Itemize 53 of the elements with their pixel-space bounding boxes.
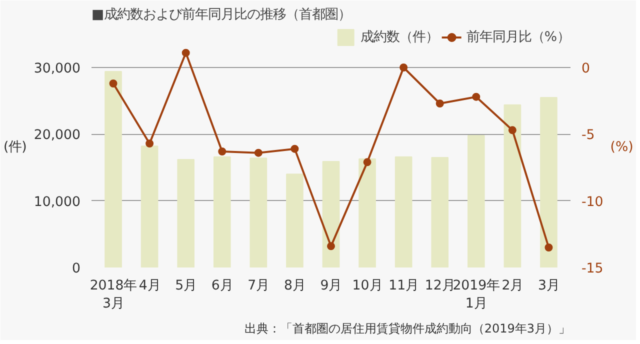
point — [218, 148, 226, 156]
point — [436, 100, 444, 108]
bar — [322, 161, 340, 268]
bar — [467, 135, 485, 268]
x-tick-label: 12月 — [424, 278, 455, 294]
y2-tick-label: -5 — [582, 128, 595, 144]
legend-label: 成約数（件） — [360, 29, 438, 46]
y-tick-label: 0 — [72, 262, 81, 276]
x-tick-label: 2018年 3月 — [90, 278, 137, 312]
bar — [394, 156, 412, 268]
x-tick-label: 4月 — [138, 278, 160, 294]
point — [182, 48, 190, 57]
chart-title: ■成約数および前年同月比の推移（首都圏） — [92, 8, 352, 22]
x-tick-label: 10月 — [352, 278, 382, 294]
point — [146, 140, 154, 148]
bar — [140, 146, 158, 268]
x-tick-label: 8月 — [284, 278, 306, 294]
x-tick-label: 11月 — [388, 278, 419, 294]
bar — [213, 156, 231, 268]
y2-axis-title: (%) — [610, 140, 634, 155]
y2-tick-label: 0 — [582, 62, 590, 76]
legend-label: 前年同月比（%） — [466, 29, 570, 46]
point — [472, 92, 480, 101]
y2-tick-label: -10 — [582, 194, 604, 210]
bar — [540, 97, 558, 268]
point — [544, 244, 553, 252]
x-tick-label: 6月 — [211, 278, 233, 294]
x-tick-label: 2019年 1月 — [452, 278, 500, 312]
bar — [286, 174, 304, 268]
bar — [104, 71, 122, 268]
point — [400, 64, 408, 72]
point — [508, 126, 516, 134]
x-tick-label: 2月 — [502, 278, 524, 294]
point — [290, 144, 299, 153]
x-tick-label: 5月 — [175, 278, 197, 294]
y-axis-title: (件) — [3, 140, 27, 155]
x-tick-label: 9月 — [320, 278, 342, 294]
bar — [431, 157, 449, 268]
y2-tick-label: -15 — [582, 262, 604, 276]
x-tick-label: 7月 — [248, 278, 270, 294]
bar — [250, 158, 268, 268]
point — [254, 148, 262, 157]
source-note: 出典：「首都圏の居住用賃貸物件成約動向（2019年3月）」 — [244, 322, 571, 336]
point — [109, 80, 118, 88]
y-tick-label: 30,000 — [34, 62, 81, 76]
bar — [358, 158, 376, 268]
bar — [504, 104, 522, 268]
y-tick-label: 20,000 — [34, 128, 81, 144]
bar — [177, 159, 195, 268]
point — [363, 158, 372, 166]
x-tick-label: 3月 — [538, 278, 560, 294]
point — [327, 242, 335, 250]
y-tick-label: 10,000 — [34, 194, 81, 210]
